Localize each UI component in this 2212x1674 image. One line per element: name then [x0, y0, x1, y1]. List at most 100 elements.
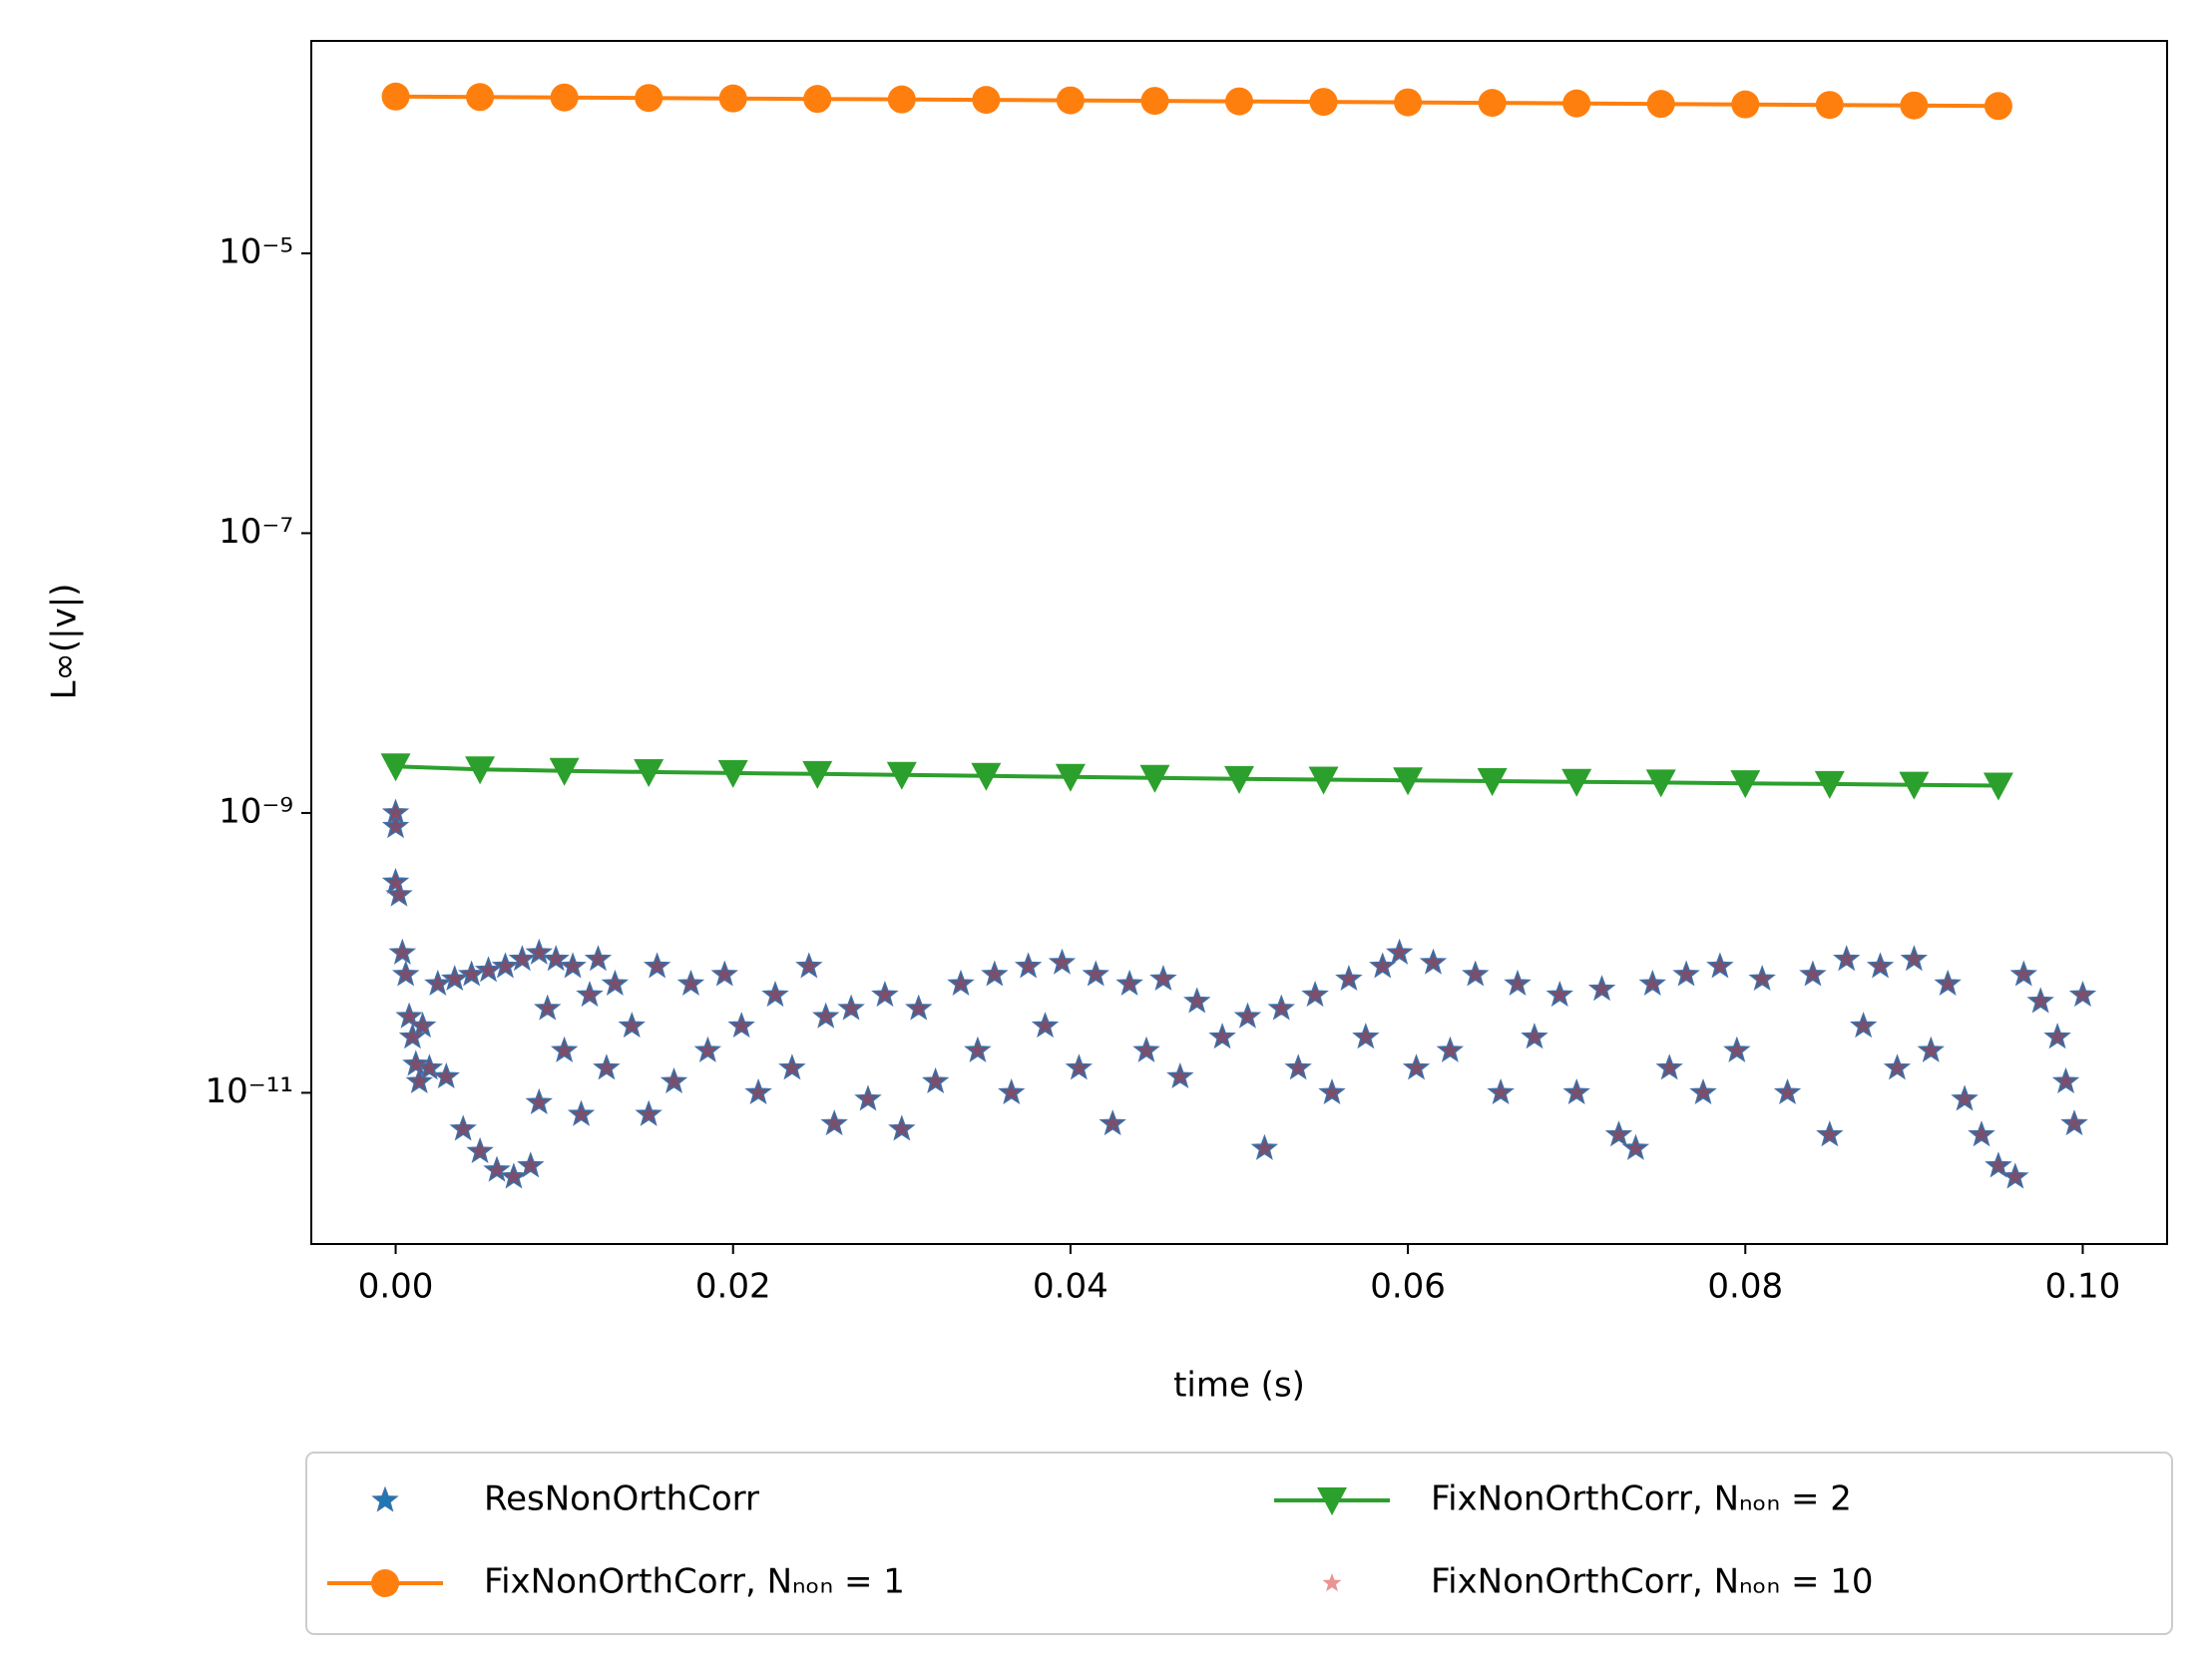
- marker: [2030, 991, 2050, 1010]
- marker: [479, 960, 499, 979]
- marker: [816, 1007, 836, 1026]
- marker: [555, 1041, 575, 1059]
- marker: [648, 956, 667, 975]
- marker: [1356, 1027, 1376, 1046]
- marker: [453, 1118, 473, 1137]
- marker: [1086, 964, 1106, 983]
- marker: [1727, 1041, 1747, 1059]
- marker: [1019, 956, 1039, 975]
- marker: [1645, 769, 1676, 798]
- marker: [1608, 1124, 1628, 1143]
- marker: [1989, 1155, 2008, 1174]
- marker: [521, 1155, 541, 1174]
- marker: [875, 985, 895, 1004]
- marker: [799, 956, 819, 975]
- marker: [563, 956, 583, 975]
- marker: [1225, 87, 1253, 116]
- marker: [748, 1082, 768, 1101]
- y-tick-label: 10⁻¹¹: [206, 1071, 293, 1111]
- marker: [1339, 969, 1359, 988]
- marker: [386, 872, 406, 891]
- marker: [381, 82, 410, 111]
- marker: [841, 999, 861, 1018]
- marker: [597, 1057, 617, 1076]
- legend-label: FixNonOrthCorr, Nₙₒₙ = 2: [1431, 1479, 1852, 1519]
- marker: [504, 1166, 524, 1185]
- marker: [495, 956, 515, 975]
- marker: [1254, 1138, 1274, 1157]
- marker: [588, 949, 608, 968]
- marker: [1566, 1082, 1586, 1101]
- marker: [1642, 974, 1662, 993]
- x-tick-label: 0.00: [358, 1267, 434, 1307]
- marker: [1921, 1041, 1941, 1059]
- marker: [972, 86, 1001, 115]
- marker: [1752, 969, 1772, 988]
- marker: [1055, 763, 1086, 792]
- axes-frame: [310, 40, 2168, 1245]
- marker: [1288, 1057, 1308, 1076]
- marker: [386, 802, 406, 821]
- marker: [1140, 87, 1169, 116]
- marker: [386, 816, 406, 835]
- marker: [462, 964, 482, 983]
- x-tick-label: 0.08: [1707, 1267, 1783, 1307]
- marker: [1887, 1057, 1907, 1076]
- marker: [550, 83, 579, 112]
- marker: [1972, 1124, 1991, 1143]
- marker: [639, 1104, 659, 1123]
- marker: [1508, 974, 1528, 993]
- marker: [718, 84, 747, 113]
- marker: [1170, 1066, 1190, 1085]
- marker: [1562, 89, 1591, 118]
- marker: [428, 974, 448, 993]
- marker: [824, 1113, 844, 1132]
- marker: [1730, 770, 1761, 799]
- marker: [2072, 985, 2092, 1004]
- marker: [2047, 1027, 2067, 1046]
- marker: [1271, 999, 1291, 1018]
- marker: [549, 757, 580, 786]
- marker: [1983, 772, 2013, 801]
- marker: [1731, 90, 1760, 119]
- marker: [1390, 943, 1410, 962]
- series-line: [395, 764, 1998, 788]
- marker: [1212, 1027, 1232, 1046]
- marker: [1153, 969, 1173, 988]
- marker: [1837, 949, 1857, 968]
- series-line: [395, 94, 1998, 109]
- marker: [1394, 88, 1423, 117]
- marker: [2064, 1113, 2084, 1132]
- marker: [951, 974, 971, 993]
- marker: [1625, 1138, 1645, 1157]
- marker: [1139, 764, 1170, 793]
- legend-box: [305, 1452, 2173, 1635]
- marker: [1710, 956, 1730, 975]
- marker: [1322, 1082, 1342, 1101]
- marker: [1646, 90, 1675, 119]
- marker: [622, 1016, 642, 1035]
- marker: [1373, 956, 1393, 975]
- marker: [1900, 91, 1929, 120]
- marker: [2056, 1071, 2076, 1090]
- marker: [1820, 1124, 1840, 1143]
- marker: [802, 760, 833, 789]
- marker: [1659, 1057, 1679, 1076]
- legend-marker: [1322, 1573, 1342, 1592]
- marker: [572, 1104, 592, 1123]
- marker: [580, 985, 600, 1004]
- legend-label: FixNonOrthCorr, Nₙₒₙ = 1: [484, 1562, 905, 1602]
- y-tick-label: 10⁻⁵: [219, 231, 293, 271]
- marker: [2005, 1166, 2025, 1185]
- marker: [1002, 1082, 1022, 1101]
- marker: [389, 885, 409, 904]
- marker: [1904, 949, 1924, 968]
- marker: [406, 1053, 426, 1072]
- marker: [465, 756, 496, 785]
- marker: [926, 1071, 946, 1090]
- marker: [1224, 765, 1254, 794]
- marker: [1984, 92, 2012, 121]
- marker: [1466, 964, 1486, 983]
- marker: [399, 1007, 419, 1026]
